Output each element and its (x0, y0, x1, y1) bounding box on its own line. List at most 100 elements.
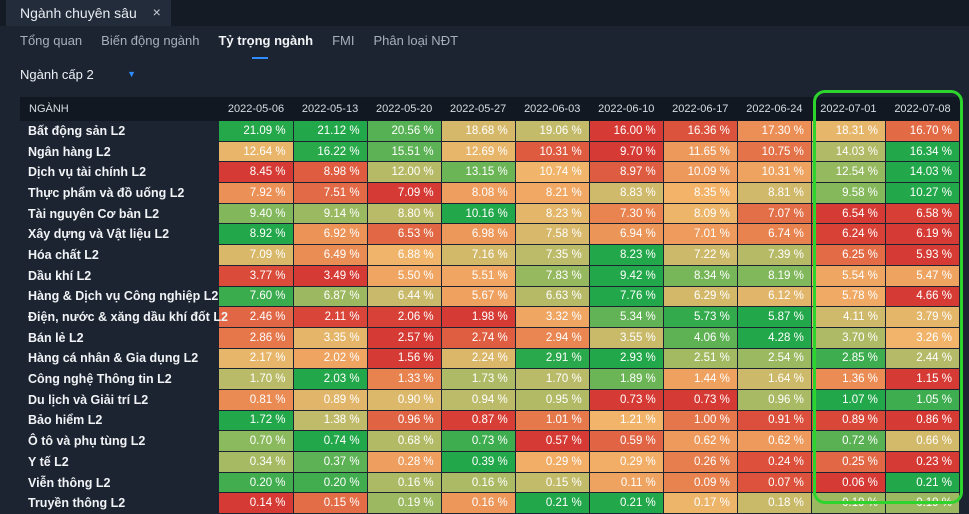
weight-cell: 2.17 % (219, 348, 294, 370)
date-column-header[interactable]: 2022-07-01 (811, 97, 886, 121)
weight-cell: 8.21 % (515, 182, 590, 204)
weight-cell: 7.83 % (515, 265, 590, 287)
table-row[interactable]: Hàng cá nhân & Gia dụng L2 2.17 % 2.02 % 1.… (20, 348, 961, 370)
weight-cell: 5.54 % (811, 265, 886, 287)
table-row[interactable]: Hóa chất L2 7.09 % 6.49 % 6.88 % 7.16 % 7.35 … (20, 244, 961, 266)
weight-cell: 8.34 % (663, 265, 738, 287)
weight-cell: 8.80 % (367, 203, 442, 225)
weight-cell: 0.94 % (441, 389, 516, 411)
industry-name: Truyền thông L2 (20, 492, 219, 514)
weight-cell: 5.47 % (885, 265, 961, 287)
table-row[interactable]: Thực phẩm và đồ uống L2 7.92 % 7.51 % 7.09 … (20, 182, 961, 204)
table-row[interactable]: Dịch vụ tài chính L2 8.45 % 8.98 % 12.00 % 1… (20, 161, 961, 184)
tab-3[interactable]: FMI (332, 33, 355, 48)
weight-cell: 0.16 % (367, 472, 442, 494)
tab-4[interactable]: Phân loại NĐT (373, 33, 459, 48)
weight-cell: 1.15 % (885, 368, 961, 390)
table-row[interactable]: Du lịch và Giải trí L2 0.81 % 0.89 % 0.90 %… (20, 389, 961, 411)
table-row[interactable]: Viễn thông L2 0.20 % 0.20 % 0.16 % 0.16 % 0.1… (20, 472, 961, 494)
date-column-header[interactable]: 2022-07-08 (885, 97, 960, 121)
weight-cell: 0.86 % (885, 410, 961, 432)
weight-cell: 1.72 % (219, 410, 294, 432)
table-row[interactable]: Bất động sản L2 21.09 % 21.12 % 20.56 % 18.6… (20, 121, 961, 142)
weight-cell: 7.76 % (589, 286, 664, 308)
table-row[interactable]: Dầu khí L2 3.77 % 3.49 % 5.50 % 5.51 % 7.83 %… (20, 265, 961, 287)
table-row[interactable]: Truyền thông L2 0.14 % 0.15 % 0.19 % 0.16 % 0… (20, 492, 961, 514)
date-column-header[interactable]: 2022-05-20 (367, 97, 442, 121)
weight-cell: 0.95 % (515, 389, 590, 411)
date-column-header[interactable]: 2022-06-24 (737, 97, 812, 121)
industry-column-header[interactable]: NGÀNH (20, 97, 219, 121)
weight-cell: 1.21 % (589, 410, 664, 432)
table-row[interactable]: Hàng & Dịch vụ Công nghiệp L2 7.60 % 6.87 … (20, 286, 961, 308)
weight-cell: 0.39 % (441, 451, 516, 473)
weight-cell: 7.01 % (663, 223, 738, 246)
weight-cell: 18.68 % (441, 121, 516, 142)
weight-cell: 0.73 % (441, 430, 516, 452)
industry-name: Bất động sản L2 (20, 121, 219, 142)
weight-cell: 0.57 % (515, 430, 590, 452)
weight-cell: 0.25 % (811, 451, 886, 473)
weight-cell: 0.87 % (441, 410, 516, 432)
table-row[interactable]: Xây dựng và Vật liệu L2 8.92 % 6.92 % 6.53 … (20, 223, 961, 246)
date-column-header[interactable]: 2022-06-03 (515, 97, 590, 121)
weight-cell: 1.36 % (811, 368, 886, 390)
weight-cell: 8.92 % (219, 223, 294, 246)
weight-cell: 2.54 % (737, 348, 812, 370)
window-tab[interactable]: Ngành chuyên sâu × (6, 0, 171, 26)
table-row[interactable]: Ngân hàng L2 12.64 % 16.22 % 15.51 % 12.69 %… (20, 141, 961, 163)
weight-cell: 0.59 % (589, 430, 664, 452)
industry-level-select[interactable]: Ngành cấp 2 ▼ (20, 64, 138, 84)
weight-cell: 1.07 % (811, 389, 886, 411)
weight-cell: 1.56 % (367, 348, 442, 370)
industry-name: Ngân hàng L2 (20, 141, 219, 162)
weight-cell: 9.58 % (811, 182, 886, 204)
weight-cell: 0.16 % (441, 472, 516, 494)
weight-cell: 0.17 % (663, 492, 738, 514)
table-row[interactable]: Ô tô và phụ tùng L2 0.70 % 0.74 % 0.68 % 0.7… (20, 430, 961, 452)
weight-cell: 0.23 % (885, 451, 961, 473)
weight-cell: 0.11 % (589, 472, 664, 494)
weight-cell: 10.31 % (737, 161, 812, 184)
tab-0[interactable]: Tổng quan (20, 33, 83, 48)
weight-cell: 0.81 % (219, 389, 294, 411)
date-column-header[interactable]: 2022-05-06 (219, 97, 294, 121)
close-icon[interactable]: × (152, 4, 161, 20)
table-row[interactable]: Tài nguyên Cơ bản L2 9.40 % 9.14 % 8.80 % 10… (20, 203, 961, 225)
weight-cell: 0.20 % (293, 472, 368, 494)
weight-cell: 2.85 % (811, 348, 886, 370)
weight-cell: 10.75 % (737, 141, 812, 163)
weight-cell: 1.70 % (515, 368, 590, 390)
table-row[interactable]: Bán lẻ L2 2.86 % 3.35 % 2.57 % 2.74 % 2.94 % 3… (20, 327, 961, 349)
date-column-header[interactable]: 2022-06-17 (663, 97, 738, 121)
industry-name: Viễn thông L2 (20, 472, 219, 493)
weight-cell: 3.55 % (589, 327, 664, 349)
weight-cell: 8.97 % (589, 161, 664, 184)
weight-cell: 0.37 % (293, 451, 368, 473)
weight-cell: 1.64 % (737, 368, 812, 390)
weight-cell: 0.89 % (811, 410, 886, 432)
weight-cell: 16.34 % (885, 141, 961, 163)
weight-cell: 6.58 % (885, 203, 961, 225)
tab-1[interactable]: Biến động ngành (101, 33, 200, 48)
tab-2[interactable]: Tỷ trọng ngành (218, 33, 313, 59)
date-column-header[interactable]: 2022-05-13 (293, 97, 368, 121)
table-row[interactable]: Công nghệ Thông tin L2 1.70 % 2.03 % 1.33 %… (20, 368, 961, 390)
table-row[interactable]: Y tế L2 0.34 % 0.37 % 0.28 % 0.39 % 0.29 % 0.2… (20, 451, 961, 473)
date-column-header[interactable]: 2022-06-10 (589, 97, 664, 121)
weight-cell: 3.26 % (885, 327, 961, 349)
weight-cell: 0.72 % (811, 430, 886, 452)
weight-cell: 1.73 % (441, 368, 516, 390)
weight-cell: 7.60 % (219, 286, 294, 308)
date-column-header[interactable]: 2022-05-27 (441, 97, 516, 121)
table-row[interactable]: Bảo hiểm L2 1.72 % 1.38 % 0.96 % 0.87 % 1.01 … (20, 410, 961, 432)
industry-name: Dầu khí L2 (20, 265, 219, 286)
industry-name: Bảo hiểm L2 (20, 410, 219, 431)
weight-cell: 9.70 % (589, 141, 664, 163)
weight-cell: 0.68 % (367, 430, 442, 452)
weight-cell: 7.92 % (219, 182, 294, 204)
weight-cell: 12.54 % (811, 161, 886, 184)
weight-cell: 15.51 % (367, 141, 442, 163)
table-row[interactable]: Điện, nước & xăng dầu khí đốt L2 2.46 % 2.… (20, 306, 961, 328)
weight-cell: 2.94 % (515, 327, 590, 349)
